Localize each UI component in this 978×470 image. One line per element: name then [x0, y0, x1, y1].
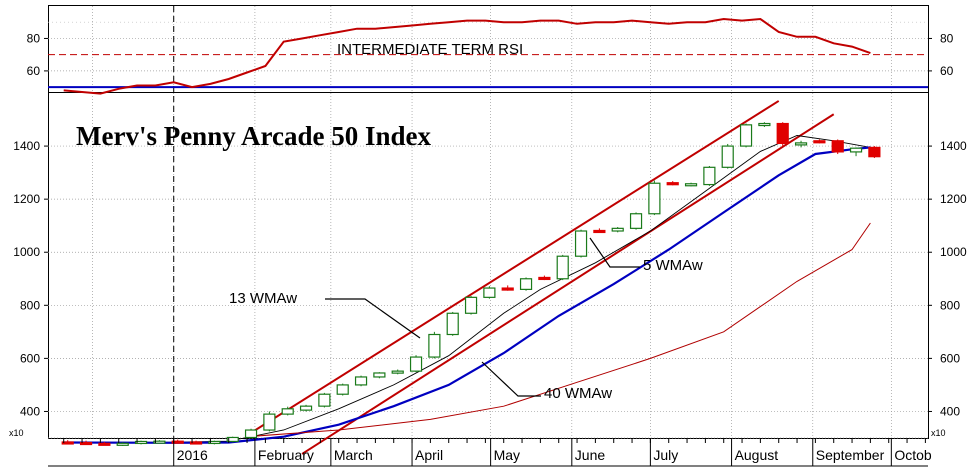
y-tick-label: 600 — [20, 351, 40, 365]
candle-body — [153, 440, 166, 444]
y-tick-label: 800 — [940, 298, 960, 312]
candle-body — [776, 122, 789, 145]
y-tick-label: 1400 — [13, 139, 40, 153]
candle-body — [574, 230, 588, 257]
candle-body — [79, 441, 93, 446]
y-tick-label: 1200 — [940, 192, 967, 206]
candle-body — [501, 287, 514, 291]
candle-body — [409, 356, 423, 372]
y-tick-label: 400 — [940, 404, 960, 418]
x-month-label: Octob — [894, 447, 932, 463]
candle-body — [336, 384, 349, 395]
candle-body — [464, 296, 478, 314]
x-month-label: May — [494, 447, 520, 463]
candle-body — [483, 287, 496, 298]
candle-body — [666, 182, 679, 186]
ma-label-5: 5 WMAw — [643, 257, 703, 274]
candle-body — [226, 436, 239, 443]
y-tick-label: 1000 — [13, 245, 40, 259]
chart-title: Merv's Penny Arcade 50 Index — [76, 121, 431, 151]
candle-body — [61, 441, 74, 445]
candle-body — [519, 278, 533, 290]
ma-label-13: 13 WMAw — [229, 290, 297, 307]
y-tick-label: 80 — [27, 31, 41, 45]
candle-body — [428, 333, 441, 358]
x-month-label: March — [334, 447, 373, 463]
candle-body — [446, 312, 459, 336]
moving-average-line — [63, 146, 871, 444]
candle-body — [318, 393, 331, 407]
axis-layer: 60 60 80 80 400 400 600 600 800 800 1000 1000 1200 12… — [13, 31, 967, 467]
candle-body — [171, 440, 184, 444]
candle-body — [189, 441, 203, 445]
rsi-line — [63, 17, 871, 95]
x-month-label: April — [415, 447, 443, 463]
x-month-label: August — [735, 447, 779, 463]
leader-13wma — [325, 298, 421, 339]
y-tick-label: 800 — [20, 298, 40, 312]
leader-5wma — [589, 237, 640, 268]
rsi-panel — [48, 17, 928, 95]
candle-body — [739, 124, 753, 147]
candle-body — [629, 213, 643, 229]
y-tick-label: 400 — [20, 404, 40, 418]
leader-40wma — [481, 361, 541, 397]
x-month-label: February — [258, 447, 314, 463]
candle-body — [758, 122, 771, 127]
candle-body — [98, 442, 111, 446]
candle-body — [721, 145, 734, 168]
candle-body — [354, 376, 368, 386]
trendline — [246, 100, 780, 437]
candle-body — [648, 182, 661, 215]
candle-body — [299, 405, 313, 411]
candle-body — [684, 183, 698, 187]
candle-body — [116, 442, 129, 446]
candle-body — [813, 140, 826, 144]
candle-body — [611, 227, 624, 232]
candle-body — [244, 429, 258, 439]
candle-body — [593, 229, 606, 234]
price-panel — [61, 100, 881, 455]
candle-body — [134, 440, 148, 445]
y-tick-label: 600 — [940, 351, 960, 365]
candle-body — [263, 413, 276, 431]
candle-body — [849, 147, 863, 153]
candle-body — [373, 372, 386, 378]
y-multiplier-left: x10 — [9, 428, 24, 438]
candle-body — [794, 142, 808, 146]
grid-layer — [48, 6, 928, 439]
y-tick-label: 60 — [27, 64, 41, 78]
y-tick-label: 80 — [940, 31, 954, 45]
x-month-label: July — [653, 447, 678, 463]
y-tick-label: 1000 — [940, 245, 967, 259]
y-multiplier-right: x10 — [931, 428, 946, 438]
x-month-label: 2016 — [177, 447, 208, 463]
moving-average-line — [246, 222, 871, 438]
x-month-label: September — [816, 447, 885, 463]
plot-frame — [48, 5, 929, 439]
candle-body — [868, 146, 881, 158]
y-tick-label: 60 — [940, 64, 954, 78]
trendline — [301, 113, 835, 455]
rsi-label: INTERMEDIATE TERM RSI — [337, 41, 523, 58]
candle-body — [538, 276, 551, 281]
candle-body — [556, 255, 569, 280]
candle-body — [391, 370, 404, 374]
y-tick-label: 1400 — [940, 139, 967, 153]
candle-body — [831, 140, 844, 153]
candle-body — [703, 166, 716, 186]
ma-label-40: 40 WMAw — [544, 385, 612, 402]
y-tick-label: 1200 — [13, 192, 40, 206]
x-month-label: June — [575, 447, 606, 463]
candle-body — [281, 408, 294, 415]
candle-body — [208, 440, 221, 445]
